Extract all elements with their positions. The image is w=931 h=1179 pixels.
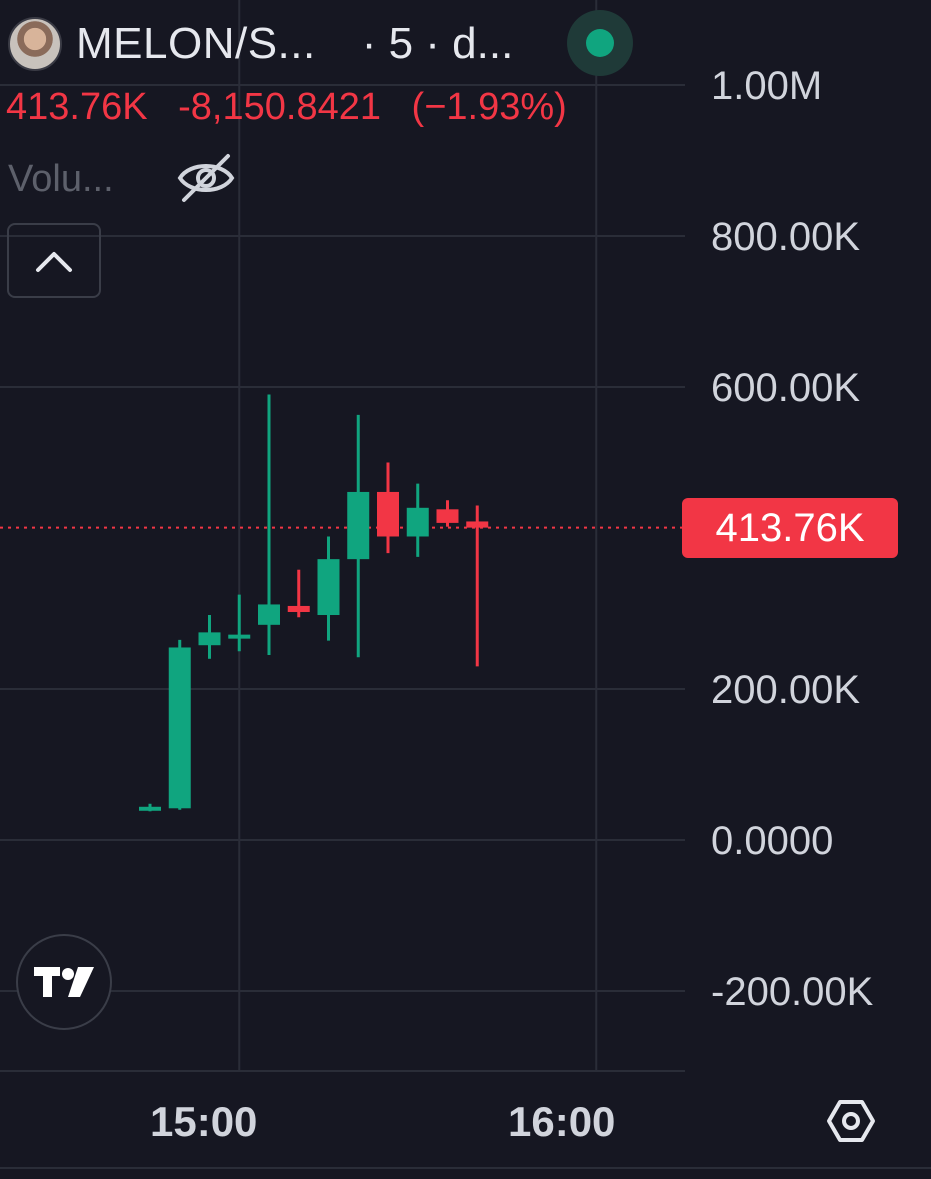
volume-indicator-label[interactable]: Volu... bbox=[8, 158, 114, 200]
tradingview-logo[interactable] bbox=[16, 934, 112, 1030]
y-tick-label: 1.00M bbox=[711, 64, 823, 108]
y-tick-label: 600.00K bbox=[711, 366, 861, 410]
legend-change: -8,150.8421 bbox=[178, 86, 381, 128]
market-status[interactable] bbox=[567, 10, 633, 76]
candle[interactable] bbox=[228, 594, 251, 652]
candle[interactable] bbox=[406, 483, 429, 557]
candle[interactable] bbox=[258, 394, 280, 656]
candle-body bbox=[258, 604, 280, 625]
price-legend: 413.76K -8,150.8421 (−1.93%) bbox=[6, 86, 567, 129]
candle[interactable] bbox=[287, 569, 310, 618]
tradingview-logo-icon bbox=[34, 967, 94, 997]
horizontal-gridlines bbox=[0, 84, 685, 992]
x-tick-label: 16:00 bbox=[508, 1098, 616, 1145]
chevron-up-icon bbox=[36, 251, 72, 272]
candle[interactable] bbox=[436, 500, 459, 527]
vertical-gridlines bbox=[238, 0, 598, 1071]
live-status-icon bbox=[586, 29, 614, 57]
candle[interactable] bbox=[317, 536, 340, 641]
candle[interactable] bbox=[377, 462, 399, 554]
candle-body bbox=[347, 491, 370, 560]
legend-change-pct: (−1.93%) bbox=[411, 86, 567, 128]
interval-label[interactable]: · 5 · d... bbox=[361, 19, 514, 68]
candle-body bbox=[198, 632, 221, 646]
candle-body bbox=[287, 605, 310, 612]
candle-body bbox=[317, 559, 340, 616]
candle-body bbox=[466, 521, 489, 528]
candle-body bbox=[406, 507, 429, 537]
y-tick-label: 200.00K bbox=[711, 668, 861, 712]
candle[interactable] bbox=[347, 414, 370, 658]
candle-body bbox=[377, 491, 399, 537]
last-price-label: 413.76K bbox=[682, 498, 898, 558]
y-tick-label: -200.00K bbox=[711, 970, 874, 1014]
candles-layer bbox=[139, 394, 489, 812]
y-tick-label: 0.0000 bbox=[711, 819, 834, 863]
symbol-header[interactable]: MELON/S... · 5 · d... bbox=[8, 14, 513, 74]
candle-body bbox=[168, 647, 191, 809]
candle-body bbox=[139, 806, 161, 811]
candle-body bbox=[436, 509, 459, 523]
candle[interactable] bbox=[466, 505, 489, 667]
token-avatar bbox=[8, 17, 62, 71]
candle[interactable] bbox=[168, 639, 191, 810]
symbol-name[interactable]: MELON/S... bbox=[76, 19, 316, 68]
legend-price: 413.76K bbox=[6, 86, 148, 128]
candle[interactable] bbox=[139, 803, 161, 812]
candle-body bbox=[228, 634, 251, 639]
candle[interactable] bbox=[198, 615, 221, 659]
collapse-legend-button[interactable] bbox=[7, 223, 101, 298]
settings-icon[interactable] bbox=[826, 1096, 876, 1146]
y-tick-label: 800.00K bbox=[711, 215, 861, 259]
x-tick-label: 15:00 bbox=[150, 1098, 258, 1145]
eye-off-icon[interactable] bbox=[174, 150, 238, 206]
